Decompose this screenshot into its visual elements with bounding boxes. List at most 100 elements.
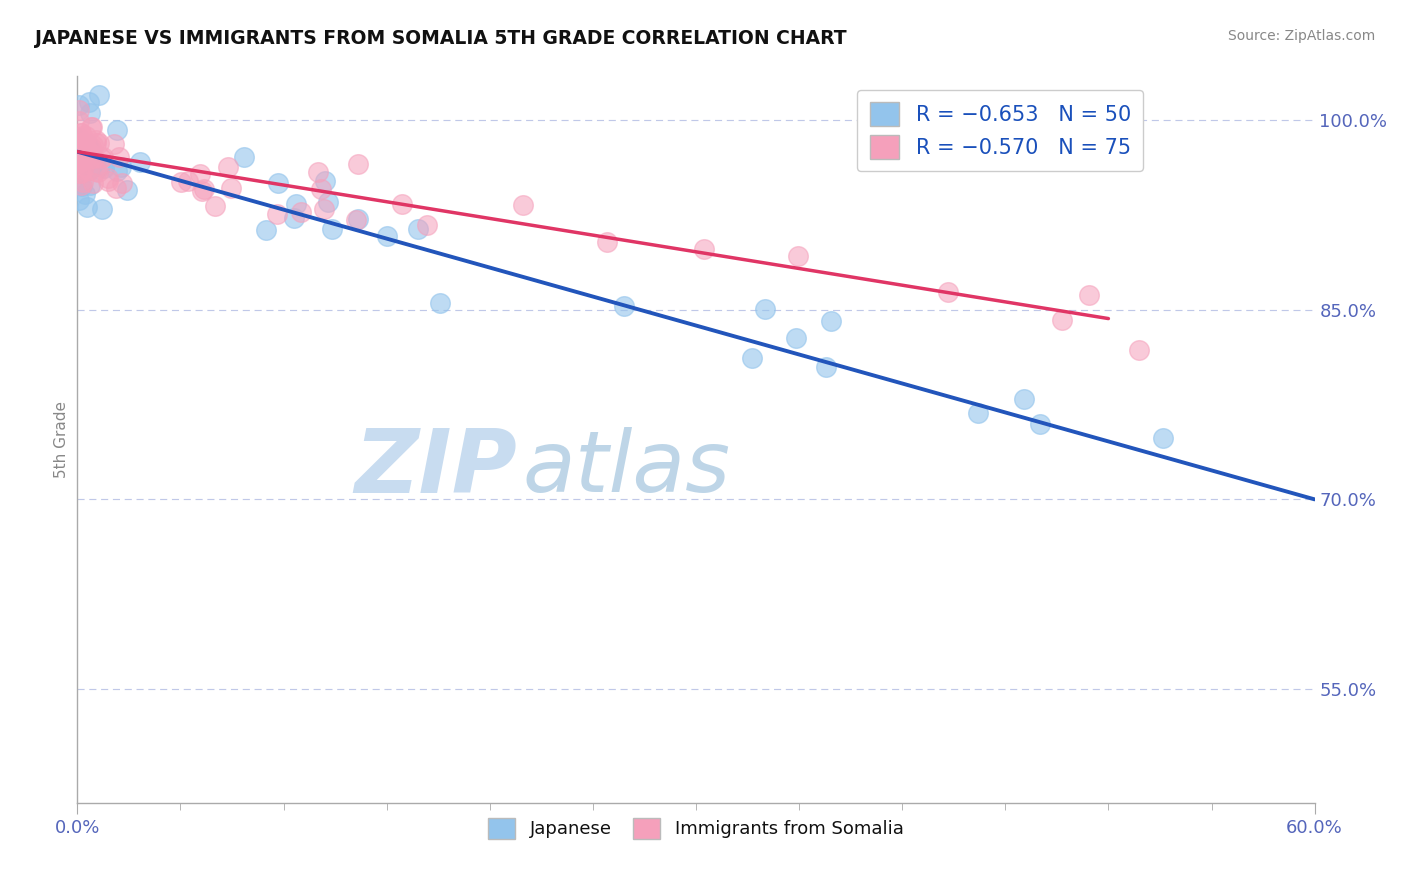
Point bbox=[67, 140, 90, 154]
Point bbox=[103, 137, 125, 152]
Text: atlas: atlas bbox=[523, 427, 731, 510]
Point bbox=[344, 213, 367, 227]
Point bbox=[84, 153, 107, 168]
Point bbox=[1128, 343, 1150, 357]
Point bbox=[70, 166, 93, 180]
Point bbox=[512, 198, 534, 212]
Point bbox=[77, 95, 100, 109]
Point bbox=[70, 126, 93, 140]
Point bbox=[814, 360, 837, 375]
Point bbox=[77, 145, 100, 160]
Point bbox=[70, 140, 93, 154]
Point bbox=[79, 145, 101, 160]
Point bbox=[82, 160, 104, 174]
Point bbox=[67, 155, 90, 169]
Point bbox=[67, 138, 90, 153]
Point bbox=[312, 202, 335, 217]
Text: ZIP: ZIP bbox=[354, 425, 516, 512]
Point bbox=[93, 161, 115, 175]
Point bbox=[966, 406, 988, 420]
Point bbox=[69, 178, 91, 193]
Point bbox=[87, 88, 110, 103]
Point bbox=[67, 143, 90, 157]
Point bbox=[67, 114, 90, 128]
Point bbox=[391, 196, 413, 211]
Point bbox=[70, 156, 93, 170]
Point bbox=[79, 162, 101, 177]
Point bbox=[69, 154, 91, 169]
Point bbox=[67, 149, 90, 163]
Point bbox=[79, 178, 101, 192]
Point bbox=[70, 136, 93, 150]
Point bbox=[1012, 392, 1035, 406]
Point bbox=[72, 175, 94, 189]
Point bbox=[316, 194, 339, 209]
Point bbox=[290, 205, 312, 219]
Point bbox=[79, 120, 101, 135]
Point bbox=[347, 157, 370, 171]
Point bbox=[1152, 431, 1174, 445]
Point bbox=[110, 160, 132, 174]
Point bbox=[67, 166, 90, 180]
Point bbox=[77, 141, 100, 155]
Point bbox=[190, 184, 212, 198]
Point bbox=[284, 196, 307, 211]
Point bbox=[84, 163, 107, 178]
Point bbox=[309, 181, 332, 195]
Point bbox=[70, 129, 93, 144]
Point bbox=[105, 164, 128, 178]
Point bbox=[193, 182, 215, 196]
Point bbox=[693, 242, 716, 256]
Point bbox=[84, 136, 107, 150]
Point bbox=[72, 149, 94, 163]
Point bbox=[69, 155, 91, 169]
Point bbox=[76, 201, 98, 215]
Y-axis label: 5th Grade: 5th Grade bbox=[53, 401, 69, 478]
Point bbox=[84, 133, 107, 147]
Point bbox=[741, 351, 763, 365]
Point bbox=[67, 131, 90, 145]
Point bbox=[83, 151, 105, 165]
Point bbox=[104, 181, 127, 195]
Point bbox=[314, 174, 336, 188]
Point bbox=[72, 144, 94, 158]
Point bbox=[91, 202, 114, 216]
Point bbox=[1029, 417, 1052, 432]
Point bbox=[73, 149, 96, 163]
Point bbox=[406, 222, 429, 236]
Point bbox=[75, 128, 97, 143]
Point bbox=[97, 171, 120, 186]
Point bbox=[75, 186, 97, 201]
Point bbox=[785, 331, 807, 345]
Point bbox=[67, 142, 90, 156]
Point bbox=[188, 167, 211, 181]
Point bbox=[82, 137, 104, 152]
Point bbox=[170, 175, 193, 189]
Point bbox=[67, 193, 90, 207]
Point bbox=[87, 136, 110, 150]
Text: Source: ZipAtlas.com: Source: ZipAtlas.com bbox=[1227, 29, 1375, 43]
Point bbox=[346, 211, 368, 226]
Point bbox=[73, 143, 96, 157]
Point bbox=[80, 120, 103, 134]
Point bbox=[307, 165, 329, 179]
Point bbox=[72, 143, 94, 157]
Point bbox=[232, 150, 254, 164]
Point bbox=[80, 139, 103, 153]
Point bbox=[70, 147, 93, 161]
Point bbox=[69, 178, 91, 192]
Point bbox=[377, 228, 399, 243]
Point bbox=[177, 174, 200, 188]
Point bbox=[91, 150, 114, 164]
Point bbox=[936, 285, 959, 300]
Point bbox=[108, 150, 131, 164]
Point bbox=[787, 249, 810, 263]
Point bbox=[754, 301, 776, 316]
Point bbox=[90, 152, 112, 166]
Text: JAPANESE VS IMMIGRANTS FROM SOMALIA 5TH GRADE CORRELATION CHART: JAPANESE VS IMMIGRANTS FROM SOMALIA 5TH … bbox=[35, 29, 846, 47]
Point bbox=[283, 211, 305, 225]
Point bbox=[67, 153, 90, 168]
Point bbox=[105, 122, 128, 136]
Point bbox=[87, 165, 110, 179]
Point bbox=[416, 218, 439, 232]
